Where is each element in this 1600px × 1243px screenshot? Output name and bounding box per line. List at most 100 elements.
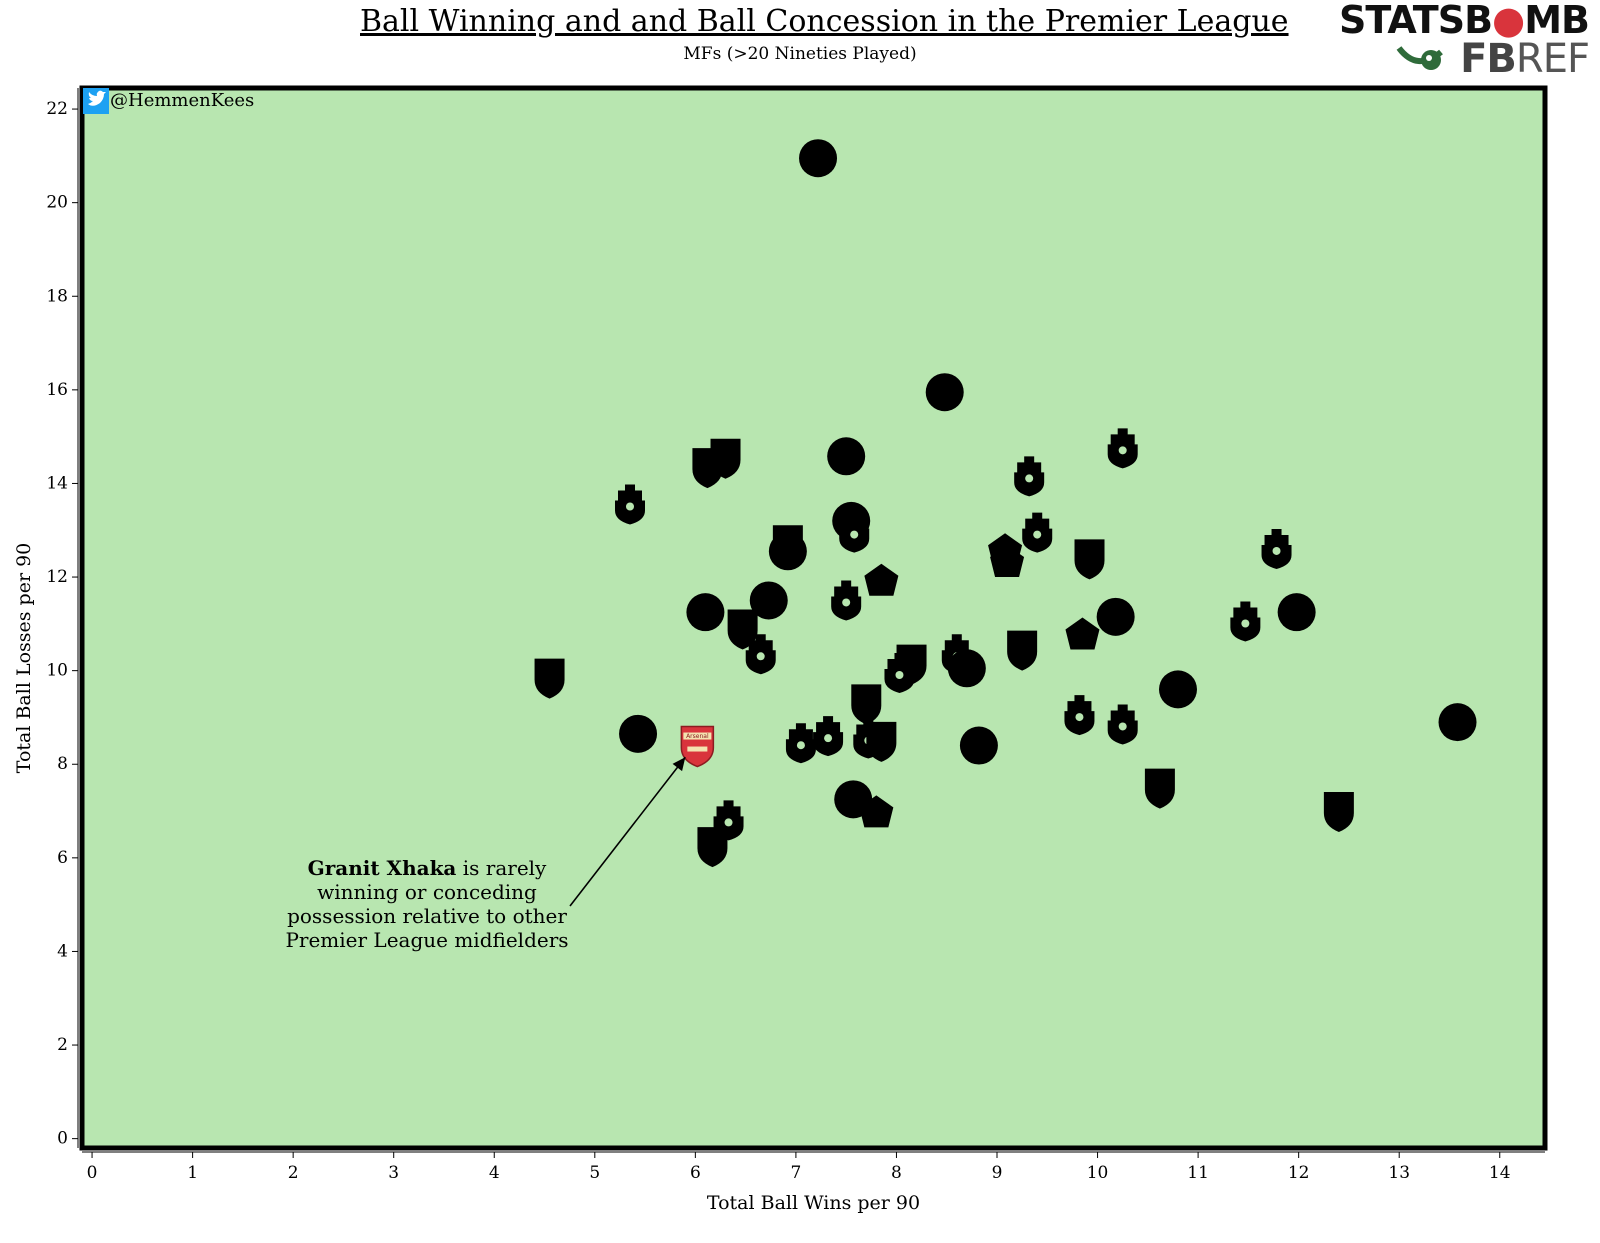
data-point-crest-icon [614,484,645,525]
x-tick-label: 2 [288,1163,299,1183]
crest-detail [1118,722,1127,731]
twitter-handle-text: @HemmenKees [110,90,254,111]
y-tick-label: 0 [57,1129,68,1149]
data-point-shield-icon [1074,539,1105,580]
crest-detail [1033,530,1042,539]
y-tick-label: 2 [57,1035,68,1055]
x-tick-label: 0 [87,1163,98,1183]
y-tick-label: 6 [57,848,68,868]
y-tick-label: 22 [46,99,68,119]
x-tick-label: 12 [1288,1163,1310,1183]
x-tick-label: 11 [1187,1163,1209,1183]
data-point-shield-icon [1007,630,1038,671]
chart-title: Ball Winning and and Ball Concession in … [360,4,1289,39]
statsbomb-logo-text-a: STATSB [1338,0,1493,42]
data-point-crest-icon [745,634,776,675]
brand-logos: STATSB●MB FBREF [1275,0,1595,82]
data-point-shield-icon [851,684,882,725]
fbref-ball-icon [1396,46,1443,70]
data-point-circle [925,373,964,412]
data-point-badge-icon [990,545,1025,578]
x-tick-label: 14 [1489,1163,1511,1183]
y-tick-label: 16 [46,380,68,400]
data-point-badge-icon [864,563,899,596]
data-point-crest-icon [785,723,816,764]
x-tick-label: 4 [489,1163,500,1183]
data-point-circle [947,649,986,688]
data-point-crest-icon [1064,695,1095,736]
data-point-crest-icon [831,580,862,621]
data-point-shield-icon [727,609,758,650]
arsenal-crest-icon: Arsenal [680,725,715,768]
x-axis: 0 1 2 3 4 5 6 7 8 9 10 11 12 13 14 [82,1151,1545,1183]
y-tick-label: 18 [46,286,68,306]
crest-detail [1241,619,1250,628]
y-tick-label: 8 [57,754,68,774]
data-point-circle [749,581,788,620]
arsenal-cannon-icon [687,746,708,752]
crest-detail [756,652,765,661]
statsbomb-bomb-icon: ● [1492,0,1525,42]
annotation-text: is rarely [463,856,547,880]
crest-detail [850,530,859,539]
x-tick-label: 10 [1087,1163,1109,1183]
data-point-circle [619,714,658,753]
crest-detail [1118,446,1127,455]
annotation-arrowhead-icon [672,757,686,772]
data-points: Arsenal [534,139,1477,868]
annotation-line-2: winning or conceding [317,880,537,904]
data-point-circle [686,593,725,632]
data-point-shield-icon [1144,768,1175,809]
fbref-logo-text-a: FB [1460,36,1517,82]
data-point-crest-icon [884,652,915,693]
y-tick-label: 14 [46,473,68,493]
annotation-player-name: Granit Xhaka [308,856,457,880]
y-tick-label: 12 [46,567,68,587]
data-point-crest-icon [1107,704,1138,745]
crest-detail [724,818,733,827]
data-point-crest-icon [1261,528,1292,569]
annotation-line-1: Granit Xhaka is rarely [308,856,547,880]
data-point-crest-icon [839,512,870,553]
crest-detail [796,741,805,750]
data-point-circle [1096,597,1135,636]
statsbomb-logo: STATSB●MB [1338,0,1590,42]
fbref-logo-text-b: REF [1515,36,1590,82]
crest-detail [824,734,833,743]
chart-subtitle: MFs (>20 Nineties Played) [683,44,917,64]
twitter-bird-icon [88,90,106,106]
crest-detail [842,598,851,607]
data-point-badge-icon [1065,617,1100,650]
annotation-arrow [569,756,686,907]
y-axis: 0 2 4 6 8 10 12 14 16 18 20 22 [46,88,79,1149]
data-point-circle [1277,593,1316,632]
data-point-crest-icon [1107,428,1138,469]
data-point-crest-icon [813,716,844,757]
data-point-circle [768,532,807,571]
data-point-circle [1438,703,1477,742]
x-tick-label: 9 [992,1163,1003,1183]
crest-detail [625,502,634,511]
twitter-handle: @HemmenKees [83,88,254,114]
x-tick-label: 3 [388,1163,399,1183]
crest-detail [1025,474,1034,483]
y-tick-label: 4 [57,941,68,961]
x-tick-label: 13 [1388,1163,1410,1183]
data-point-circle [1158,670,1197,709]
x-tick-label: 6 [690,1163,701,1183]
data-point-shield-icon [697,827,728,868]
data-point-crest-icon [1014,456,1045,497]
data-point-shield-icon [1323,792,1354,833]
data-point-shield-icon [710,438,741,479]
plot-area [79,85,1548,1151]
crest-detail [1075,713,1084,722]
crest-detail [1272,546,1281,555]
data-point-circle [959,726,998,765]
arsenal-crest-label: Arsenal [686,733,709,740]
annotation-line-4: Premier League midfielders [285,928,568,952]
data-point-shield-icon [866,721,897,762]
x-tick-label: 7 [790,1163,801,1183]
fbref-logo: FBREF [1460,36,1590,82]
